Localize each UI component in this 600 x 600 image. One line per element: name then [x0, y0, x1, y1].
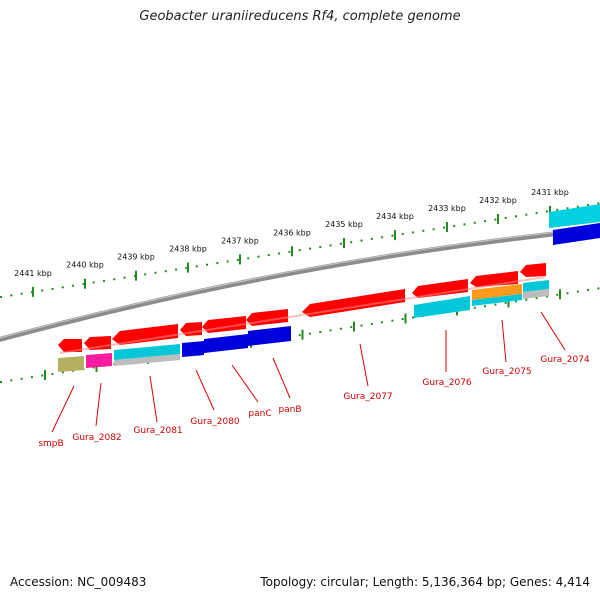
- gene-label[interactable]: Gura_2076: [422, 378, 472, 388]
- gene-leader-line: [501, 319, 507, 363]
- feature-segment-olive: [58, 356, 84, 372]
- gene-arrow-gura-2081[interactable]: [112, 324, 178, 345]
- gene-track: [58, 263, 546, 354]
- gene-arrow-smpB[interactable]: [58, 339, 82, 352]
- scale-major-tick: [549, 205, 551, 216]
- gene-arrow-gura-2076[interactable]: [412, 279, 468, 298]
- feature-segment-magenta: [86, 353, 112, 368]
- scale-tick-label: 2433 kbp: [428, 204, 466, 213]
- gene-leader-line: [51, 385, 75, 433]
- gene-arrow-gura-2074[interactable]: [520, 263, 546, 277]
- gene-label[interactable]: Gura_2081: [133, 426, 182, 436]
- gene-label[interactable]: Gura_2077: [343, 392, 392, 402]
- upper-scale: 2441 kbp 2440 kbp 2439 kbp 2438 kbp 2437 kbp…: [0, 188, 600, 298]
- feature-track: [58, 204, 600, 372]
- feature-segment-orange: [472, 284, 522, 300]
- scale-tick-label: 2437 kbp: [221, 236, 259, 245]
- scale-major-tick: [394, 230, 396, 241]
- scale-major-tick: [291, 246, 293, 257]
- gene-label[interactable]: panB: [278, 405, 301, 415]
- gene-label[interactable]: panC: [248, 409, 271, 419]
- scale-tick-label: 2441 kbp: [14, 269, 52, 278]
- gene-label[interactable]: Gura_2075: [482, 367, 531, 377]
- gene-label[interactable]: Gura_2074: [540, 355, 590, 365]
- gene-leader-line: [195, 369, 215, 411]
- scale-tick-label: 2432 kbp: [479, 196, 517, 205]
- feature-segment-cyan-1: [114, 344, 180, 360]
- scale-tick-label: 2431 kbp: [531, 188, 569, 197]
- footer-genome-stats: Topology: circular; Length: 5,136,364 bp…: [260, 575, 590, 589]
- scale-tick-label: 2436 kbp: [273, 228, 311, 237]
- feature-segment-gray-2: [523, 289, 549, 299]
- feature-segment-blue-3: [248, 326, 291, 346]
- feature-segment-blue-1: [182, 341, 204, 357]
- footer-accession: Accession: NC_009483: [10, 575, 147, 589]
- feature-segment-cyan-3: [472, 294, 522, 306]
- scale-tick-label: 2439 kbp: [117, 253, 155, 262]
- scale-major-tick: [32, 286, 34, 297]
- scale-major-tick: [343, 238, 345, 249]
- scale-major-tick: [446, 221, 448, 232]
- feature-segment-cyan-edge: [549, 204, 600, 228]
- gene-label[interactable]: Gura_2082: [72, 433, 121, 443]
- scale-tick-label: 2434 kbp: [376, 212, 414, 221]
- scale-major-tick: [187, 262, 189, 273]
- feature-segment-blue-2: [204, 334, 248, 353]
- gene-leader-line: [231, 364, 259, 403]
- scale-major-tick: [239, 254, 241, 265]
- gene-leader-line: [272, 357, 291, 399]
- feature-segment-blue-edge: [553, 223, 600, 245]
- gene-leader-line: [149, 375, 158, 423]
- gene-labels: smpB Gura_2082 Gura_2081 Gura_2080 panC panB G…: [38, 311, 590, 449]
- gene-label[interactable]: Gura_2080: [190, 417, 240, 427]
- scale-major-tick: [84, 278, 86, 289]
- genome-backbone-highlight: [0, 226, 600, 339]
- scale-tick-label: 2438 kbp: [169, 245, 207, 254]
- gene-leader-line: [95, 382, 102, 427]
- gene-shadow: [60, 276, 545, 354]
- genome-backbone: [0, 226, 600, 342]
- feature-segment-cyan-2: [414, 296, 470, 318]
- feature-segment-gray-1: [114, 354, 180, 366]
- scale-major-tick: [497, 213, 499, 224]
- gene-leader-line: [540, 311, 566, 351]
- gene-leader-line: [359, 343, 369, 387]
- scale-major-tick: [135, 270, 137, 281]
- gene-arrow-gura-2077[interactable]: [302, 289, 405, 317]
- feature-segment-cyan-4: [523, 280, 549, 292]
- scale-tick-label: 2435 kbp: [325, 220, 363, 229]
- gene-label[interactable]: smpB: [38, 439, 63, 449]
- scale-tick-label: 2440 kbp: [66, 261, 104, 270]
- map-title: Geobacter uraniireducens Rf4, complete g…: [139, 9, 461, 24]
